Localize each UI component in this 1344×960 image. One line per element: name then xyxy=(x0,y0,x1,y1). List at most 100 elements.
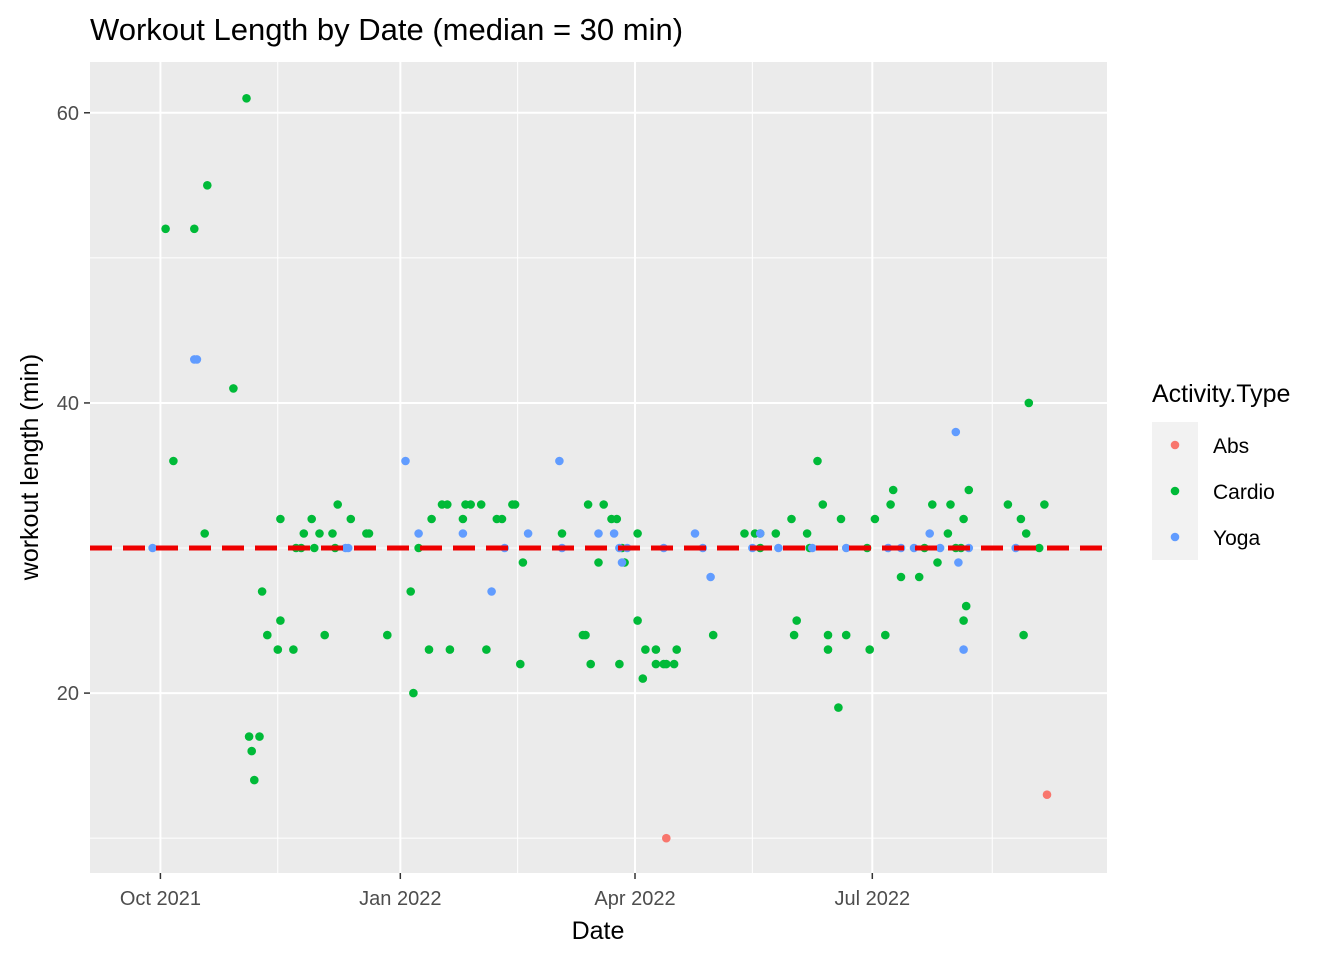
data-points xyxy=(148,94,1052,843)
data-point-cardio xyxy=(823,645,833,654)
data-point-cardio xyxy=(789,630,799,640)
data-point-yoga xyxy=(774,543,783,553)
data-point-yoga xyxy=(808,543,817,553)
plot-panel xyxy=(90,62,1107,873)
data-point-cardio xyxy=(1024,398,1034,408)
data-point-yoga xyxy=(401,456,410,466)
data-point-cardio xyxy=(328,529,337,538)
data-point-cardio xyxy=(557,529,567,538)
data-point-cardio xyxy=(161,224,170,234)
data-point-abs xyxy=(662,833,671,843)
data-point-cardio xyxy=(510,500,520,509)
data-point-cardio xyxy=(1016,514,1026,524)
data-point-cardio xyxy=(633,616,642,625)
data-point-cardio xyxy=(662,659,671,669)
data-point-cardio xyxy=(961,601,971,611)
chart-title: Workout Length by Date (median = 30 min) xyxy=(90,12,683,47)
data-point-cardio xyxy=(424,645,434,654)
data-point-cardio xyxy=(896,572,906,582)
data-point-cardio xyxy=(263,630,272,640)
data-point-yoga xyxy=(690,529,700,538)
data-point-cardio xyxy=(443,500,452,509)
x-tick-label: Oct 2021 xyxy=(120,888,201,910)
data-point-cardio xyxy=(881,630,890,640)
data-point-cardio xyxy=(364,529,374,538)
legend-label-abs: Abs xyxy=(1213,435,1249,458)
data-point-cardio xyxy=(633,529,642,538)
data-point-cardio xyxy=(841,630,851,640)
data-point-cardio xyxy=(257,587,267,596)
data-point-cardio xyxy=(865,645,874,654)
data-point-cardio xyxy=(586,659,595,669)
data-point-cardio xyxy=(250,775,259,785)
y-tick-label: 60 xyxy=(57,103,79,125)
data-point-cardio xyxy=(427,514,436,524)
data-point-cardio xyxy=(516,659,525,669)
data-point-cardio xyxy=(190,224,199,234)
data-point-cardio xyxy=(581,630,590,640)
data-point-cardio xyxy=(307,514,317,524)
data-point-cardio xyxy=(964,485,974,495)
legend-marker-abs xyxy=(1170,440,1180,450)
data-point-cardio xyxy=(787,514,796,524)
data-point-cardio xyxy=(273,645,283,654)
data-point-cardio xyxy=(1034,543,1044,553)
x-tick-label: Apr 2022 xyxy=(594,888,675,910)
data-point-cardio xyxy=(886,500,895,509)
legend-marker-yoga xyxy=(1170,532,1180,542)
y-axis-title: workout length (min) xyxy=(16,354,44,581)
legend-label-cardio: Cardio xyxy=(1213,481,1275,504)
data-point-cardio xyxy=(740,529,749,538)
data-point-cardio xyxy=(771,529,781,538)
data-point-cardio xyxy=(836,514,846,524)
data-point-yoga xyxy=(343,543,353,553)
data-point-cardio xyxy=(383,630,392,640)
data-point-cardio xyxy=(959,514,968,524)
data-point-cardio xyxy=(813,456,822,466)
data-point-cardio xyxy=(834,703,843,712)
data-point-cardio xyxy=(242,94,251,103)
data-point-cardio xyxy=(946,500,955,509)
data-point-cardio xyxy=(320,630,330,640)
data-point-cardio xyxy=(200,529,209,538)
data-point-cardio xyxy=(289,645,298,654)
data-point-yoga xyxy=(959,645,968,654)
x-axis-title: Date xyxy=(572,917,625,945)
data-point-cardio xyxy=(599,500,608,509)
data-point-yoga xyxy=(755,529,765,538)
data-point-cardio xyxy=(203,181,212,190)
data-point-cardio xyxy=(669,659,679,669)
data-point-cardio xyxy=(612,514,622,524)
data-point-yoga xyxy=(594,529,603,538)
data-point-cardio xyxy=(933,558,942,567)
data-point-cardio xyxy=(651,659,661,669)
data-point-cardio xyxy=(310,543,319,553)
data-point-cardio xyxy=(255,732,264,741)
data-point-cardio xyxy=(914,572,924,582)
data-point-cardio xyxy=(641,645,650,654)
data-point-cardio xyxy=(346,514,356,524)
data-point-abs xyxy=(1042,790,1052,799)
data-point-yoga xyxy=(951,427,961,437)
legend-title: Activity.Type xyxy=(1152,380,1290,408)
data-point-yoga xyxy=(706,572,715,582)
data-point-cardio xyxy=(818,500,828,509)
data-point-cardio xyxy=(169,456,178,466)
data-point-cardio xyxy=(823,630,833,640)
legend-label-yoga: Yoga xyxy=(1213,527,1260,550)
data-point-cardio xyxy=(299,529,309,538)
data-point-yoga xyxy=(148,543,157,553)
data-point-yoga xyxy=(841,543,851,553)
data-point-cardio xyxy=(1019,630,1028,640)
legend-marker-cardio xyxy=(1170,486,1180,496)
data-point-cardio xyxy=(792,616,801,625)
data-point-cardio xyxy=(315,529,324,538)
legend-items: Abs Cardio Yoga xyxy=(1152,422,1275,560)
data-point-cardio xyxy=(802,529,812,538)
data-point-cardio xyxy=(615,659,624,669)
data-point-cardio xyxy=(247,746,256,756)
data-point-cardio xyxy=(244,732,254,741)
data-point-yoga xyxy=(555,456,564,466)
data-point-cardio xyxy=(959,616,968,625)
